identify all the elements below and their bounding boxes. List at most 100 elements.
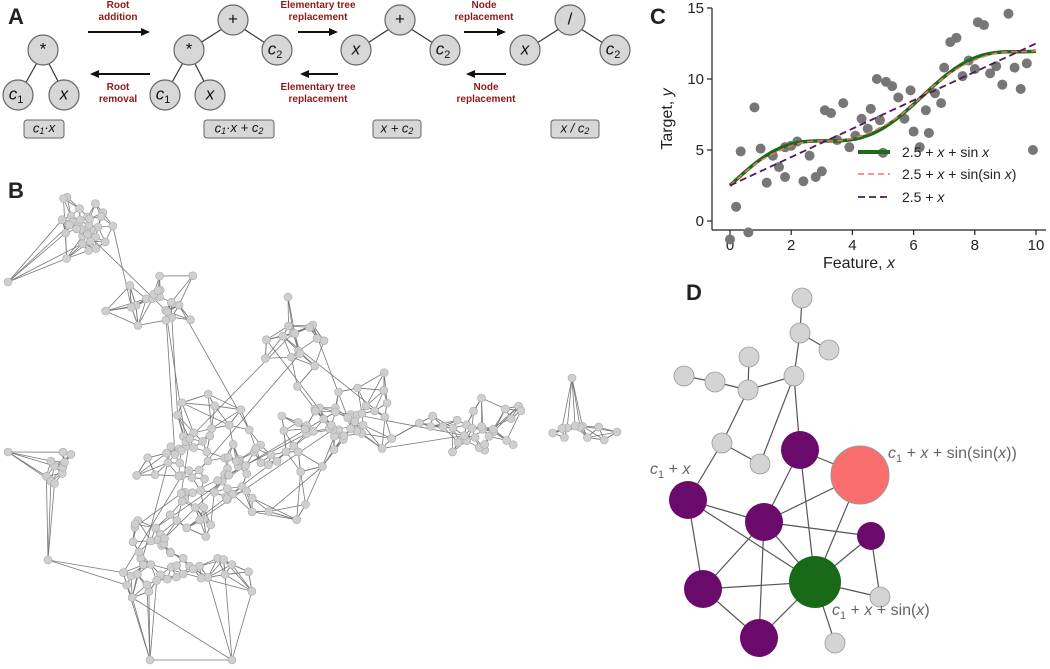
network-d-node — [704, 371, 726, 393]
network-b-edge — [105, 310, 139, 326]
network-b-node — [484, 431, 494, 441]
network-b-node — [172, 561, 181, 570]
network-b-node — [452, 415, 462, 425]
network-b-node — [370, 406, 380, 416]
y-tick-label: 10 — [687, 71, 704, 88]
arrow-root: Root addition Root removal — [88, 0, 150, 105]
network-b-node — [331, 407, 340, 417]
scatter-point — [914, 142, 925, 153]
network-b-node — [127, 302, 136, 312]
network-b-edge — [137, 319, 166, 326]
network-b-edge — [571, 377, 581, 428]
network-b-node — [358, 420, 368, 430]
network-d-node-sinsin — [830, 445, 890, 505]
tree-2-root-node — [217, 4, 249, 36]
scatter-point — [731, 201, 742, 212]
network-b-edge — [300, 471, 306, 505]
x-tick-label: 10 — [1028, 237, 1045, 254]
network-b-node — [100, 237, 110, 247]
network-b-edge — [268, 466, 323, 512]
network-b-node — [228, 489, 237, 499]
network-b-node — [138, 560, 148, 570]
network-b-node — [277, 411, 287, 421]
network-b-edge — [112, 225, 132, 308]
network-d-node-purple — [745, 503, 783, 541]
network-b-node — [379, 385, 389, 395]
network-b-edge — [146, 584, 151, 661]
network-b-node — [178, 569, 188, 579]
network-b-node — [161, 315, 171, 325]
network-b-node — [548, 428, 558, 438]
network-b-node — [172, 516, 182, 525]
network-b-edge — [123, 475, 183, 573]
network-b-node — [448, 447, 457, 457]
network-b-node — [266, 450, 276, 460]
network-b-node — [60, 457, 69, 467]
network-b-edge — [290, 356, 298, 387]
scatter-point — [798, 176, 809, 187]
network-b-node — [438, 422, 448, 431]
legend-label-2: 2.5 + x + sin(sin x) — [902, 166, 1016, 182]
network-b-edge — [361, 433, 392, 439]
network-b-node — [583, 433, 592, 442]
network-d-label-c1x: c1 + x — [650, 461, 691, 481]
network-b-edge — [105, 298, 147, 312]
nr-back-label-2: replacement — [457, 94, 517, 105]
network-b-node — [166, 548, 175, 558]
network-b-node — [353, 383, 362, 393]
scatter-point — [825, 108, 836, 119]
scatter-point — [725, 234, 735, 245]
panel-b: B — [3, 178, 622, 665]
network-b-edge — [305, 466, 323, 505]
panel-a: A * c1 x c1·x Root addition Root removal — [2, 0, 631, 139]
network-b-edge — [47, 559, 127, 586]
network-b-edge — [322, 436, 335, 467]
network-b-node — [272, 456, 282, 466]
network-b-node — [224, 470, 234, 480]
panel-c-letter: C — [650, 4, 666, 29]
network-b-node — [91, 199, 100, 208]
tree-3-expr: x + c2 — [380, 120, 414, 136]
network-b-node — [76, 215, 85, 225]
network-b-node — [62, 254, 71, 263]
network-b-node — [210, 487, 219, 497]
network-b-node — [43, 555, 53, 565]
root-addition-arrowhead — [141, 28, 150, 36]
network-b-node — [247, 493, 257, 503]
tree-1: * c1 x c1·x — [2, 34, 80, 139]
tree-4-root-op: / — [568, 9, 573, 28]
network-b-edge — [149, 580, 158, 661]
nr-back-label-1: Node — [474, 82, 499, 93]
network-b-edge — [251, 511, 297, 521]
y-axis-title: Target, y — [659, 87, 676, 149]
network-b-node — [150, 470, 160, 480]
network-b-edge — [224, 574, 253, 592]
tree-4-c2-node — [599, 34, 631, 66]
network-b-node — [199, 503, 208, 512]
network-b-node — [166, 442, 176, 451]
network-b-node — [310, 361, 320, 371]
network-d-node-purple — [740, 619, 778, 657]
tree-1-right-node — [48, 79, 80, 111]
scatter-point — [1009, 62, 1020, 73]
network-b-node — [177, 496, 187, 506]
network-b-edge — [134, 493, 182, 528]
network-b-node — [143, 453, 152, 463]
scatter-point — [1015, 83, 1026, 94]
network-b-node — [570, 421, 580, 431]
tree-4-expr-box — [550, 119, 600, 139]
network-b-node — [242, 469, 251, 479]
network-b-edge — [297, 365, 316, 387]
network-b-edge — [296, 471, 301, 520]
network-b-node — [382, 398, 392, 408]
y-tick-label: 15 — [687, 0, 704, 17]
network-b-edge — [165, 310, 187, 442]
network-b-edge — [571, 377, 576, 426]
network-b-node — [163, 307, 172, 317]
network-b-node — [176, 489, 186, 498]
scatter-point — [755, 143, 766, 154]
tree-4-expr: x / c2 — [560, 120, 590, 136]
network-d-nodes — [669, 287, 891, 657]
network-b-edge — [362, 424, 383, 449]
network-b-edge — [136, 452, 167, 476]
